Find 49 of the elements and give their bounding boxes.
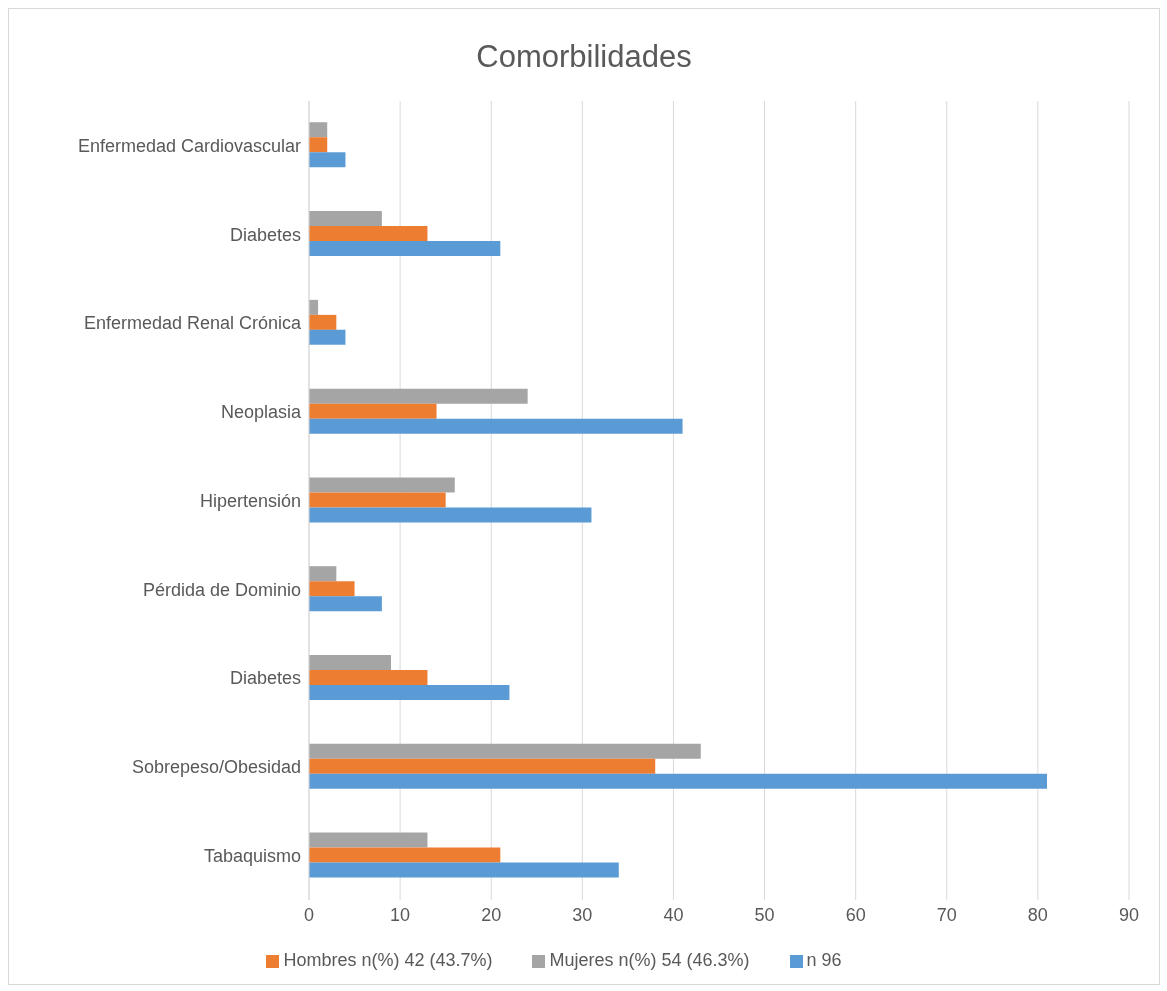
legend-label: Mujeres n(%) 54 (46.3%) — [549, 950, 750, 970]
bar — [309, 211, 382, 227]
bar — [309, 507, 592, 523]
x-tick-label: 60 — [845, 904, 866, 925]
y-tick-label: Neoplasia — [220, 402, 302, 423]
bar — [309, 388, 528, 404]
bar — [309, 847, 501, 863]
x-tick-label: 30 — [572, 904, 593, 925]
x-tick-label: 20 — [481, 904, 502, 925]
x-tick-label: 80 — [1027, 904, 1048, 925]
bar — [309, 226, 428, 242]
y-tick-label: Enfermedad Cardiovascular — [77, 135, 301, 156]
y-tick-label: Tabaquismo — [203, 846, 301, 866]
y-tick-label: Enfermedad Renal Crónica — [83, 313, 302, 334]
bar — [309, 862, 619, 878]
bar — [309, 581, 355, 597]
x-tick-label: 70 — [936, 904, 957, 925]
bar — [309, 743, 701, 759]
bar — [309, 403, 437, 419]
y-tick-label: Diabetes — [229, 668, 301, 689]
bar — [309, 566, 337, 582]
legend-label: Hombres n(%) 42 (43.7%) — [283, 950, 493, 970]
bar — [309, 492, 446, 508]
bar — [309, 773, 1047, 789]
x-tick-label: 50 — [754, 904, 775, 925]
bar — [309, 241, 501, 257]
bar — [309, 122, 328, 138]
bar — [309, 654, 391, 670]
x-tick-label: 0 — [303, 904, 315, 925]
x-tick-label: 90 — [1118, 904, 1140, 925]
x-tick-label: 10 — [390, 904, 411, 925]
bar — [309, 758, 656, 774]
bar — [309, 684, 510, 700]
chart-title: Comorbilidades — [475, 38, 693, 76]
bar — [309, 137, 328, 153]
legend-label: n 96 — [806, 950, 842, 970]
y-tick-label: Pérdida de Dominio — [142, 579, 301, 600]
bar — [309, 329, 346, 345]
y-tick-label: Hipertensión — [199, 490, 301, 511]
y-tick-label: Sobrepeso/Obesidad — [131, 757, 301, 778]
bar — [309, 596, 382, 612]
bar — [309, 669, 428, 685]
y-tick-label: Diabetes — [229, 224, 301, 245]
bar — [309, 832, 428, 848]
bar — [309, 418, 683, 434]
bar — [309, 152, 346, 168]
bar — [309, 477, 455, 493]
bar — [309, 314, 337, 330]
x-tick-label: 40 — [663, 904, 684, 925]
